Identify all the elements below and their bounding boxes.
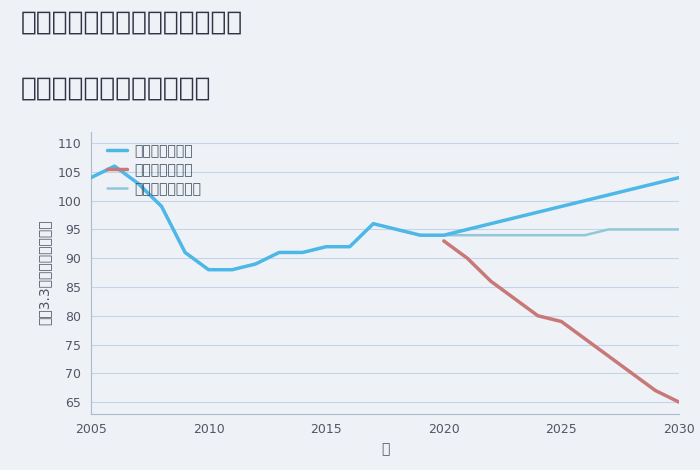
バッドシナリオ	[604, 353, 612, 359]
グッドシナリオ	[486, 221, 495, 227]
バッドシナリオ	[675, 400, 683, 405]
グッドシナリオ	[134, 180, 142, 186]
ノーマルシナリオ	[181, 250, 189, 255]
ノーマルシナリオ	[557, 232, 566, 238]
バッドシナリオ	[533, 313, 542, 319]
グッドシナリオ	[510, 215, 519, 221]
ノーマルシナリオ	[393, 227, 401, 232]
ノーマルシナリオ	[604, 227, 612, 232]
ノーマルシナリオ	[275, 250, 284, 255]
Text: 中古マンションの価格推移: 中古マンションの価格推移	[21, 75, 211, 101]
ノーマルシナリオ	[111, 163, 119, 169]
グッドシナリオ	[675, 175, 683, 180]
グッドシナリオ	[463, 227, 472, 232]
ノーマルシナリオ	[134, 180, 142, 186]
グッドシナリオ	[111, 163, 119, 169]
バッドシナリオ	[440, 238, 448, 244]
ノーマルシナリオ	[298, 250, 307, 255]
グッドシナリオ	[604, 192, 612, 198]
ノーマルシナリオ	[463, 232, 472, 238]
ノーマルシナリオ	[322, 244, 330, 250]
グッドシナリオ	[651, 180, 659, 186]
ノーマルシナリオ	[346, 244, 354, 250]
Line: グッドシナリオ: グッドシナリオ	[91, 166, 679, 270]
グッドシナリオ	[533, 209, 542, 215]
ノーマルシナリオ	[581, 232, 589, 238]
ノーマルシナリオ	[228, 267, 237, 273]
ノーマルシナリオ	[416, 232, 424, 238]
ノーマルシナリオ	[651, 227, 659, 232]
グッドシナリオ	[204, 267, 213, 273]
ノーマルシナリオ	[87, 175, 95, 180]
バッドシナリオ	[557, 319, 566, 324]
バッドシナリオ	[486, 278, 495, 284]
ノーマルシナリオ	[533, 232, 542, 238]
ノーマルシナリオ	[440, 232, 448, 238]
Text: 三重県桑名市長島町長島下町の: 三重県桑名市長島町長島下町の	[21, 9, 244, 35]
Legend: グッドシナリオ, バッドシナリオ, ノーマルシナリオ: グッドシナリオ, バッドシナリオ, ノーマルシナリオ	[104, 141, 204, 199]
グッドシナリオ	[181, 250, 189, 255]
グッドシナリオ	[322, 244, 330, 250]
グッドシナリオ	[298, 250, 307, 255]
グッドシナリオ	[557, 204, 566, 209]
バッドシナリオ	[510, 296, 519, 301]
Y-axis label: 坪（3.3㎡）単価（万円）: 坪（3.3㎡）単価（万円）	[38, 220, 52, 325]
グッドシナリオ	[416, 232, 424, 238]
グッドシナリオ	[369, 221, 377, 227]
グッドシナリオ	[628, 186, 636, 192]
ノーマルシナリオ	[251, 261, 260, 267]
ノーマルシナリオ	[675, 227, 683, 232]
バッドシナリオ	[581, 336, 589, 342]
Line: バッドシナリオ: バッドシナリオ	[444, 241, 679, 402]
X-axis label: 年: 年	[381, 442, 389, 456]
グッドシナリオ	[393, 227, 401, 232]
バッドシナリオ	[628, 370, 636, 376]
グッドシナリオ	[251, 261, 260, 267]
グッドシナリオ	[228, 267, 237, 273]
ノーマルシナリオ	[204, 267, 213, 273]
バッドシナリオ	[651, 388, 659, 393]
ノーマルシナリオ	[510, 232, 519, 238]
ノーマルシナリオ	[486, 232, 495, 238]
グッドシナリオ	[581, 198, 589, 204]
グッドシナリオ	[346, 244, 354, 250]
グッドシナリオ	[275, 250, 284, 255]
グッドシナリオ	[87, 175, 95, 180]
バッドシナリオ	[463, 255, 472, 261]
Line: ノーマルシナリオ: ノーマルシナリオ	[91, 166, 679, 270]
グッドシナリオ	[158, 204, 166, 209]
ノーマルシナリオ	[628, 227, 636, 232]
グッドシナリオ	[440, 232, 448, 238]
ノーマルシナリオ	[158, 204, 166, 209]
ノーマルシナリオ	[369, 221, 377, 227]
